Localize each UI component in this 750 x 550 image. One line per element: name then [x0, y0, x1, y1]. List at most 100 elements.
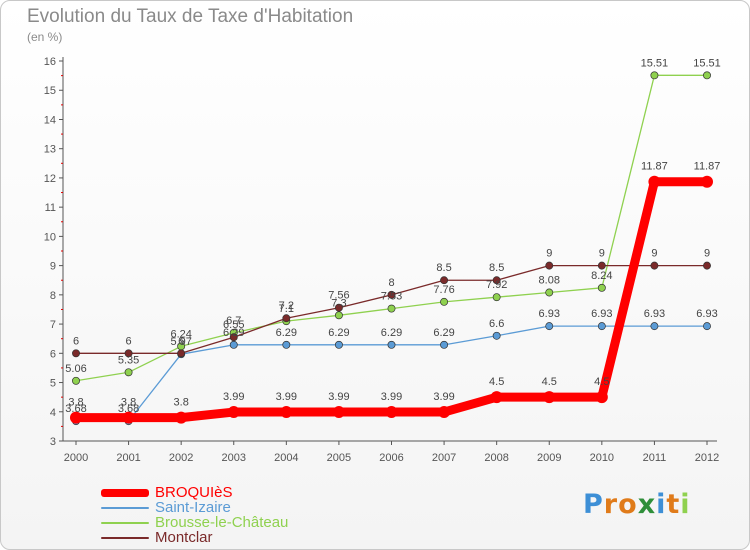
legend-item: Saint-Izaire	[101, 500, 288, 515]
legend-label: BROQUIèS	[155, 484, 233, 501]
data-label: 5.06	[65, 363, 86, 375]
data-label: 9	[599, 248, 605, 260]
y-tick-label: 4	[50, 407, 56, 419]
x-tick-label: 2009	[537, 452, 561, 464]
x-tick-label: 2005	[327, 452, 351, 464]
legend-label: Montclar	[155, 529, 213, 546]
data-point	[177, 349, 186, 358]
data-point	[334, 340, 343, 349]
data-label: 6.29	[276, 327, 297, 339]
data-point	[175, 411, 188, 424]
data-label: 9	[704, 248, 710, 260]
x-tick-label: 2004	[274, 452, 298, 464]
data-label: 7.3	[331, 297, 346, 309]
data-label: 3.99	[381, 391, 402, 403]
y-tick-label: 11	[45, 202, 56, 214]
data-point	[650, 71, 659, 80]
data-point	[280, 406, 293, 419]
data-point	[545, 322, 554, 331]
data-point	[440, 276, 449, 285]
data-label: 3.8	[68, 397, 83, 409]
chart-subtitle: (en %)	[27, 30, 63, 44]
y-tick-label: 16	[44, 56, 56, 68]
data-point	[70, 411, 82, 424]
line-chart: 3 4 5 6 7 8 9 10 11 12 13 14 15 16 2000 2001 2002 2003 200…	[44, 56, 721, 464]
x-tick-label: 2001	[116, 452, 140, 464]
data-label: 11.87	[641, 161, 668, 173]
x-tick-label: 2007	[432, 452, 456, 464]
data-label: 6.93	[644, 308, 665, 320]
data-point	[227, 406, 240, 419]
data-label: 6	[126, 335, 132, 347]
legend-label: Saint-Izaire	[155, 499, 231, 516]
data-label: 6.93	[591, 308, 612, 320]
data-point	[387, 340, 396, 349]
y-tick-label: 10	[44, 231, 56, 243]
data-point	[72, 376, 80, 385]
data-label: 7.1	[279, 303, 294, 315]
series-layer	[70, 71, 713, 426]
logo-letter: o	[618, 489, 638, 520]
data-point	[124, 349, 133, 358]
data-point	[545, 288, 554, 297]
data-label: 9	[546, 248, 552, 260]
data-label: 9	[651, 248, 657, 260]
data-point	[440, 340, 449, 349]
data-point	[545, 261, 554, 270]
data-label: 6.24	[170, 328, 191, 340]
data-point	[597, 261, 606, 270]
data-point	[438, 406, 451, 419]
data-point	[490, 391, 503, 404]
data-point	[229, 340, 238, 349]
data-label: 3.99	[328, 391, 349, 403]
chart-title: Evolution du Taux de Taxe d'Habitation	[27, 6, 354, 27]
x-tick-label: 2006	[379, 452, 403, 464]
data-point	[703, 71, 711, 80]
data-point	[492, 331, 501, 340]
y-tick-label: 8	[50, 290, 56, 302]
data-point	[334, 311, 343, 320]
data-label: 3.99	[223, 391, 244, 403]
logo-letter: t	[666, 489, 681, 520]
logo-letter: i	[656, 489, 667, 520]
data-point	[387, 290, 396, 299]
x-tick-label: 2011	[643, 452, 667, 464]
data-point	[597, 283, 606, 292]
x-tick-label: 2012	[695, 452, 719, 464]
data-point	[229, 333, 238, 342]
y-tick-label: 5	[50, 378, 56, 390]
y-tick-label: 15	[44, 85, 56, 97]
x-tick-label: 2010	[590, 452, 614, 464]
data-label: 3.99	[433, 391, 454, 403]
data-label: 3.8	[174, 397, 189, 409]
legend-item: BROQUIèS	[101, 485, 288, 500]
y-tick-label: 3	[50, 436, 56, 448]
y-tick-label: 12	[44, 173, 56, 185]
data-label: 7.56	[328, 290, 349, 302]
legend-label: Brousse-le-Château	[155, 514, 289, 531]
x-tick-label: 2003	[222, 452, 246, 464]
data-label: 6	[178, 335, 184, 347]
data-label: 6	[73, 335, 79, 347]
data-label: 11.87	[694, 161, 721, 173]
logo-letter: i	[680, 489, 691, 520]
data-label: 8	[388, 277, 394, 289]
x-tick-label: 2008	[484, 452, 508, 464]
data-labels-layer: 3.68 3.68 5.97 6.29 6.29 6.29 6.29 6.29 6.6 6.93 6…	[65, 57, 720, 415]
y-tick-label: 13	[44, 144, 56, 156]
data-point	[543, 391, 556, 404]
data-label: 6.93	[696, 308, 717, 320]
x-tick-label: 2000	[64, 452, 88, 464]
x-tick-label: 2002	[169, 452, 193, 464]
data-label: 7.92	[486, 279, 507, 291]
data-point	[701, 175, 713, 188]
data-label: 6.7	[226, 315, 241, 327]
data-point	[650, 261, 659, 270]
logo-letter: P	[583, 489, 604, 520]
data-label: 3.68	[118, 403, 139, 415]
data-label: 3.8	[121, 397, 136, 409]
data-label: 6.93	[539, 308, 560, 320]
data-label: 6.6	[489, 318, 504, 330]
data-label: 6.29	[223, 327, 244, 339]
data-point	[648, 175, 661, 188]
